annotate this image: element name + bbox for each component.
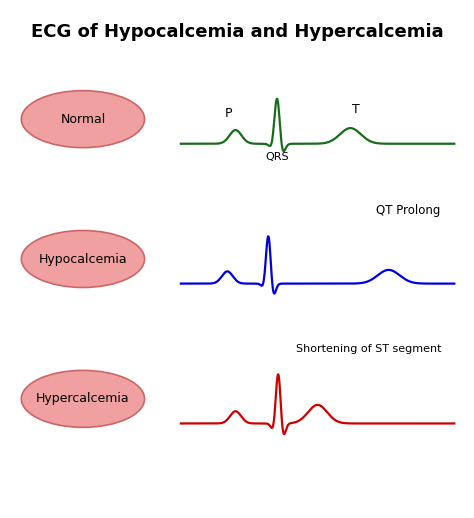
- Text: P: P: [225, 107, 232, 120]
- Text: Hypercalcemia: Hypercalcemia: [36, 392, 130, 406]
- Text: Shortening of ST segment: Shortening of ST segment: [296, 344, 441, 354]
- Text: T: T: [352, 104, 360, 117]
- Text: QRS: QRS: [265, 152, 289, 162]
- Text: Hypocalcemia: Hypocalcemia: [39, 252, 127, 266]
- Text: QT Prolong: QT Prolong: [376, 204, 441, 218]
- Text: ECG of Hypocalcemia and Hypercalcemia: ECG of Hypocalcemia and Hypercalcemia: [31, 23, 443, 41]
- Text: Normal: Normal: [60, 112, 106, 126]
